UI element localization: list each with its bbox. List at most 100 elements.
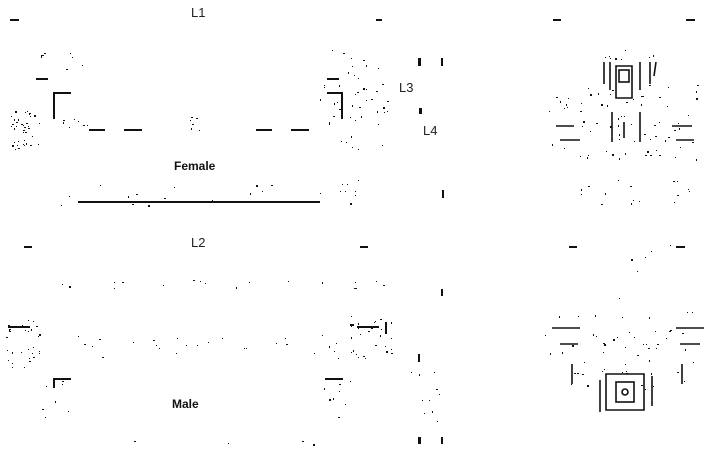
dash-mark <box>291 129 309 131</box>
speck <box>383 107 385 109</box>
speck <box>656 150 657 151</box>
speck <box>55 401 56 403</box>
speck <box>14 119 15 121</box>
speck <box>30 145 32 146</box>
speck <box>63 122 64 124</box>
speck <box>625 153 626 155</box>
speck <box>30 113 31 114</box>
speck <box>653 55 654 57</box>
speck <box>336 343 337 344</box>
speck <box>357 92 359 93</box>
speck <box>174 187 175 188</box>
bracket-vertical <box>53 92 55 119</box>
speck <box>387 101 389 102</box>
speck <box>666 338 667 339</box>
speck <box>39 351 40 352</box>
speck <box>78 121 79 122</box>
speck <box>28 320 29 321</box>
speck <box>39 334 41 336</box>
speck <box>69 286 71 288</box>
speck <box>33 321 34 322</box>
speck <box>659 155 661 156</box>
speck <box>604 344 606 346</box>
speck <box>102 357 104 358</box>
speck <box>583 121 585 123</box>
speck <box>618 125 619 127</box>
male-glyph-right <box>552 246 704 412</box>
speck <box>25 112 26 113</box>
speck <box>580 156 581 157</box>
speck <box>70 53 71 54</box>
speck <box>16 122 18 123</box>
speck <box>689 191 690 192</box>
speck <box>649 317 650 319</box>
speck <box>674 202 675 203</box>
speck <box>657 344 659 345</box>
speck <box>358 180 359 181</box>
speck <box>8 325 10 327</box>
speck <box>63 381 64 382</box>
speck <box>626 373 628 374</box>
speck <box>650 139 651 140</box>
bracket-horizontal <box>53 92 71 94</box>
speck <box>18 119 19 121</box>
label-l2: L2 <box>191 235 206 250</box>
speck <box>26 143 27 145</box>
speck <box>411 372 412 373</box>
speck <box>552 144 553 146</box>
speck <box>682 333 684 334</box>
speck <box>84 344 86 345</box>
speck <box>655 331 656 332</box>
speck <box>82 65 83 66</box>
dash-mark <box>686 19 695 21</box>
tick-mark <box>442 190 444 198</box>
speck <box>341 141 342 142</box>
speck <box>386 351 388 353</box>
speck <box>355 288 357 289</box>
speck <box>23 132 24 133</box>
speck <box>352 105 353 107</box>
speck <box>366 100 367 101</box>
dash-mark <box>327 78 339 80</box>
glyph-body <box>603 62 633 99</box>
speck <box>625 50 626 51</box>
speck <box>669 331 671 332</box>
speck <box>350 381 351 382</box>
female-panel-strokes <box>10 19 444 203</box>
dash-mark <box>676 246 685 248</box>
speck <box>637 271 638 272</box>
label-l4: L4 <box>423 123 438 138</box>
speck <box>619 134 620 136</box>
speck <box>668 137 670 138</box>
speck <box>622 317 623 318</box>
speck <box>87 125 88 126</box>
speck <box>612 154 614 156</box>
speck <box>368 331 370 332</box>
male-panel-strokes <box>8 246 443 444</box>
speck <box>18 148 20 149</box>
speck <box>696 159 697 161</box>
speck <box>654 125 656 126</box>
speck <box>333 116 335 117</box>
speck <box>673 181 675 182</box>
speck <box>16 126 17 127</box>
speck <box>358 328 359 329</box>
speck <box>359 107 361 108</box>
speck <box>677 372 679 373</box>
speck <box>382 84 384 85</box>
speck <box>580 111 582 112</box>
speck <box>285 338 286 339</box>
speck <box>353 350 354 352</box>
speck <box>381 329 382 330</box>
speck <box>436 389 438 390</box>
speck <box>688 115 689 116</box>
dash-mark <box>89 129 105 131</box>
speck <box>603 352 604 353</box>
speck <box>619 298 620 299</box>
speck <box>320 193 321 194</box>
speck <box>625 347 626 348</box>
tick-mark <box>385 322 387 334</box>
speck <box>649 57 650 58</box>
speck <box>366 89 367 90</box>
